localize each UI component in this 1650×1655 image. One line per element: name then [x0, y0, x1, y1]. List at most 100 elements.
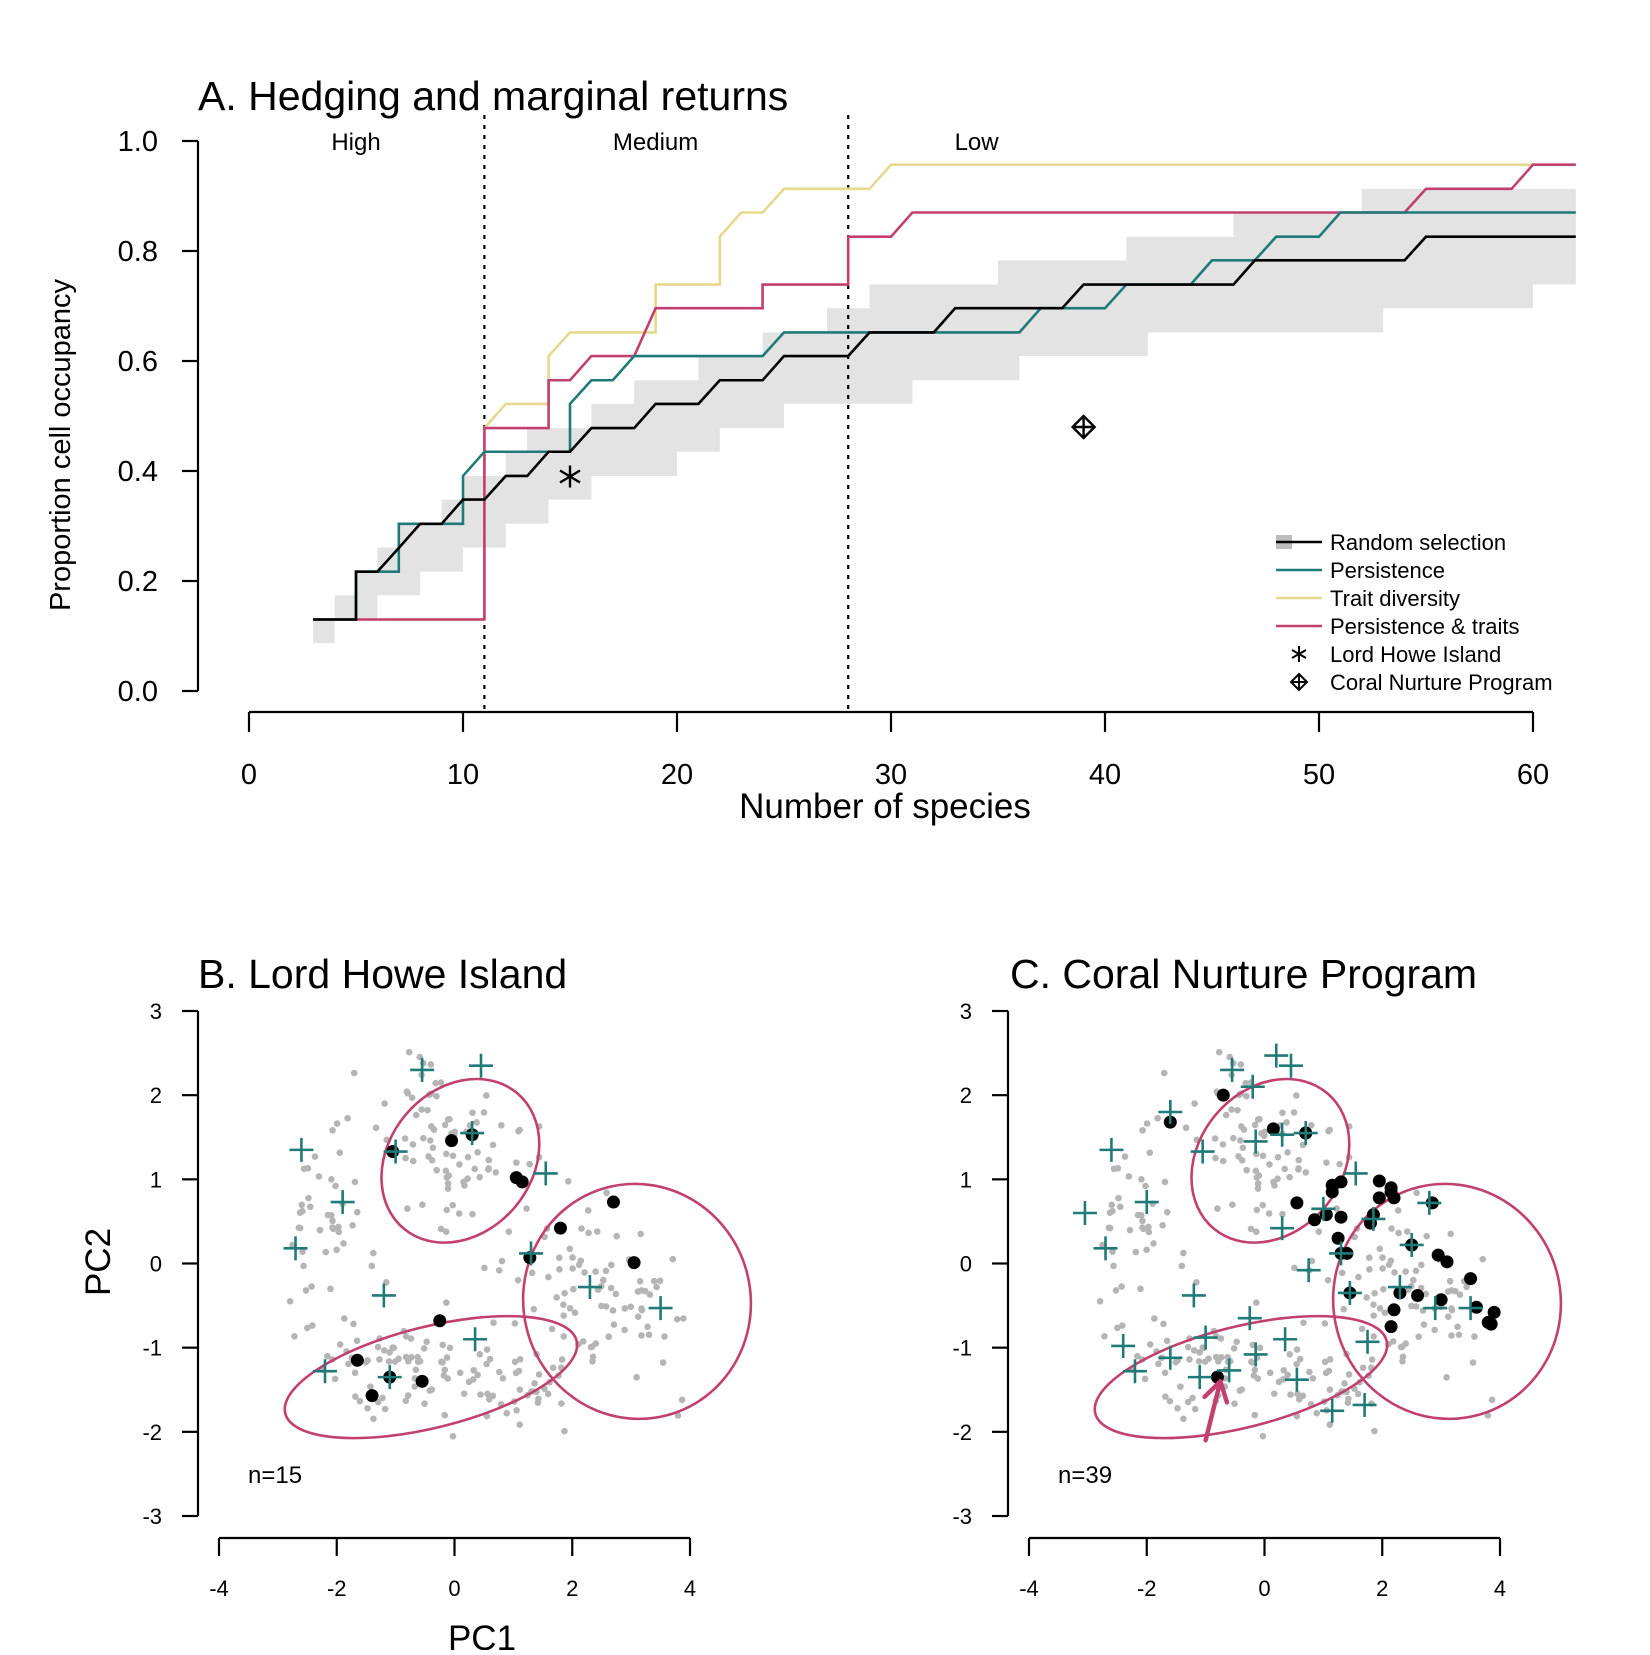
persistence-cross [1278, 1053, 1303, 1078]
background-point [1219, 1141, 1227, 1148]
background-point [356, 1397, 364, 1405]
persistence-cross [377, 1365, 402, 1390]
background-point [627, 1303, 635, 1311]
background-point [1163, 1337, 1171, 1345]
background-point [634, 1313, 642, 1320]
y-tick-label: 3 [960, 999, 972, 1024]
background-point [653, 1283, 660, 1291]
background-point [309, 1322, 316, 1329]
selected-species-point [1319, 1208, 1333, 1222]
background-point [1447, 1230, 1455, 1238]
x-tick-label: 20 [661, 759, 693, 791]
series-line-trait [313, 163, 1576, 621]
background-point [1243, 1092, 1250, 1100]
persistence-cross [330, 1190, 355, 1215]
background-point [1365, 1254, 1373, 1261]
persistence-cross [1220, 1057, 1245, 1082]
x-tick-label: -2 [327, 1576, 347, 1601]
background-point [1265, 1210, 1273, 1217]
background-point [1293, 1346, 1301, 1353]
background-point [442, 1299, 450, 1306]
background-point [1295, 1166, 1302, 1173]
selected-species-point [1387, 1191, 1401, 1205]
background-point [1412, 1303, 1420, 1310]
background-point [444, 1185, 452, 1192]
background-point [1287, 1391, 1294, 1398]
background-point [1309, 1375, 1317, 1382]
background-point [1242, 1079, 1249, 1087]
selected-species-point [1384, 1181, 1398, 1195]
background-point [441, 1121, 449, 1129]
background-point [569, 1265, 576, 1272]
selected-species-point [1411, 1288, 1425, 1302]
background-point [449, 1432, 457, 1440]
background-point [300, 1262, 307, 1270]
background-point [1238, 1157, 1246, 1164]
background-point [464, 1153, 472, 1161]
background-point [1366, 1266, 1373, 1273]
background-point [1338, 1269, 1346, 1277]
panel-a: A. Hedging and marginal returns Number o… [45, 73, 1576, 826]
background-point [456, 1161, 463, 1168]
selected-species-point [1484, 1317, 1498, 1331]
background-point [1099, 1241, 1106, 1249]
background-point [1380, 1285, 1387, 1293]
background-point [644, 1323, 651, 1331]
background-point [332, 1182, 339, 1190]
background-point [329, 1224, 336, 1231]
background-point [1371, 1427, 1378, 1435]
background-point [503, 1409, 511, 1417]
background-point [1321, 1358, 1329, 1366]
background-point [380, 1347, 388, 1354]
background-point [1324, 1276, 1332, 1284]
background-point [474, 1148, 481, 1156]
background-point [446, 1115, 453, 1123]
persistence-cross [1158, 1100, 1183, 1124]
background-point [1254, 1375, 1262, 1382]
y-tick-label: 0.6 [118, 346, 158, 378]
background-point [335, 1228, 343, 1236]
background-point [561, 1427, 568, 1435]
background-point [1418, 1261, 1425, 1269]
random-band [313, 188, 1576, 644]
background-point [1143, 1120, 1151, 1127]
x-tick-label: 30 [875, 759, 907, 791]
background-point [469, 1210, 476, 1218]
persistence-cross [1329, 1241, 1354, 1266]
background-point [1251, 1121, 1259, 1129]
background-point [492, 1169, 500, 1176]
background-point [589, 1353, 597, 1361]
persistence-cross [1355, 1329, 1380, 1354]
background-point [1182, 1124, 1190, 1132]
background-point [548, 1325, 556, 1333]
background-point [511, 1358, 519, 1366]
background-point [513, 1159, 520, 1166]
background-point [1321, 1320, 1329, 1327]
background-point [1114, 1324, 1121, 1332]
y-tick-label: 0 [150, 1252, 162, 1277]
background-point [484, 1390, 491, 1398]
background-point [469, 1109, 476, 1117]
background-point [433, 1092, 440, 1100]
background-point [295, 1224, 303, 1232]
y-tick-label: 2 [960, 1083, 972, 1108]
legend-asterisk [1291, 646, 1307, 662]
panelC-background-points [1096, 1048, 1497, 1440]
background-point [1211, 1135, 1219, 1142]
background-point [638, 1332, 645, 1339]
background-point [324, 1352, 331, 1360]
background-point [1116, 1203, 1124, 1211]
background-point [482, 1092, 490, 1099]
background-point [322, 1248, 330, 1256]
y-tick-label: 0.2 [118, 566, 158, 598]
selected-species-point [1440, 1255, 1454, 1269]
background-point [673, 1315, 681, 1323]
y-tick-label: -2 [952, 1420, 972, 1445]
background-point [299, 1207, 306, 1215]
background-point [1145, 1223, 1152, 1231]
background-point [333, 1120, 341, 1127]
background-point [1252, 1299, 1260, 1306]
persistence-cross [519, 1241, 544, 1266]
background-point [1322, 1369, 1330, 1377]
